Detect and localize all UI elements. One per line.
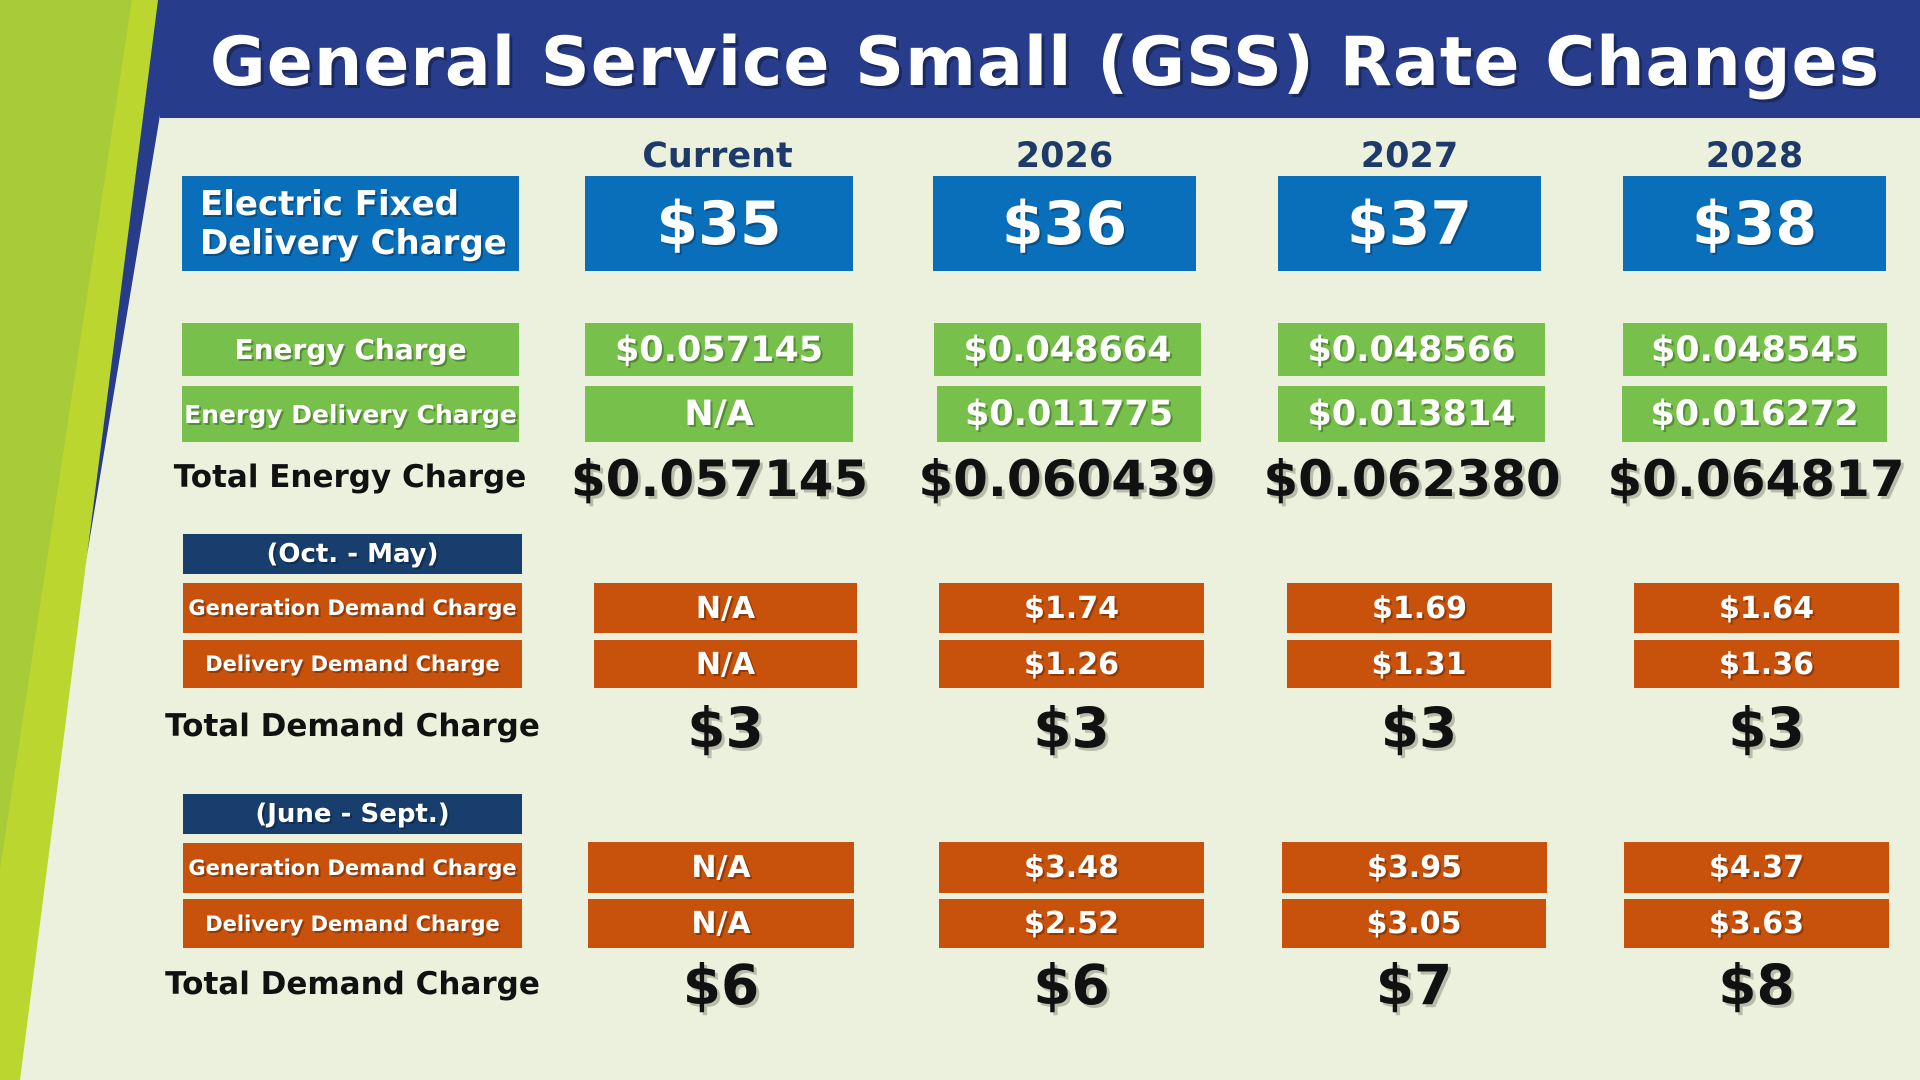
column-header-2028: 2028 [1705,136,1804,176]
fixed-delivery-value-current: $35 [585,176,853,271]
energy-charge-label: Energy Charge [182,323,519,376]
summer-total-demand-label: Total Demand Charge [165,966,540,1002]
energy-delivery-2026: $0.011775 [937,386,1201,442]
winter-delivery-demand-label: Delivery Demand Charge [183,640,522,688]
total-energy-2027: $0.062380 [1263,450,1561,508]
winter-total-current: $3 [687,696,764,760]
winter-generation-2028: $1.64 [1634,583,1899,633]
energy-charge-2026: $0.048664 [934,323,1201,376]
energy-delivery-2027: $0.013814 [1278,386,1545,442]
summer-total-2027: $7 [1375,953,1453,1017]
energy-delivery-2028: $0.016272 [1622,386,1887,442]
summer-delivery-demand-label: Delivery Demand Charge [183,899,522,948]
winter-generation-2026: $1.74 [939,583,1204,633]
total-energy-2028: $0.064817 [1607,450,1905,508]
energy-charge-2027: $0.048566 [1278,323,1545,376]
winter-total-2027: $3 [1380,696,1458,760]
summer-delivery-2027: $3.05 [1282,899,1546,948]
summer-generation-current: N/A [588,842,854,893]
summer-generation-2028: $4.37 [1624,842,1889,893]
winter-total-2026: $3 [1033,696,1110,760]
summer-delivery-2028: $3.63 [1624,899,1889,948]
energy-charge-current: $0.057145 [585,323,853,376]
total-energy-current: $0.057145 [570,450,869,508]
fixed-delivery-value-2026: $36 [933,176,1196,271]
winter-total-2028: $3 [1728,696,1805,760]
summer-delivery-current: N/A [588,899,854,948]
winter-delivery-2028: $1.36 [1634,640,1899,688]
winter-delivery-2027: $1.31 [1287,640,1551,688]
winter-season-label: (Oct. - May) [183,534,522,574]
fixed-delivery-value-2028: $38 [1623,176,1886,271]
total-energy-2026: $0.060439 [918,450,1216,508]
summer-season-label: (June - Sept.) [183,794,522,834]
column-header-2027: 2027 [1360,136,1459,176]
title-banner [0,0,1920,118]
energy-delivery-current: N/A [585,386,853,442]
winter-generation-current: N/A [594,583,857,633]
summer-total-2026: $6 [1033,953,1110,1017]
page-title: General Service Small (GSS) Rate Changes [209,22,1881,102]
winter-generation-demand-label: Generation Demand Charge [183,583,522,633]
total-energy-charge-label: Total Energy Charge [173,459,527,495]
column-header-current: Current [642,136,793,176]
column-header-2026: 2026 [1015,136,1114,176]
winter-generation-2027: $1.69 [1287,583,1552,633]
fixed-delivery-charge-label: Electric Fixed Delivery Charge [182,176,519,271]
summer-generation-2027: $3.95 [1282,842,1547,893]
energy-charge-2028: $0.048545 [1623,323,1887,376]
summer-delivery-2026: $2.52 [939,899,1204,948]
winter-total-demand-label: Total Demand Charge [165,708,540,744]
summer-generation-2026: $3.48 [939,842,1204,893]
winter-delivery-2026: $1.26 [939,640,1204,688]
lime-stripe-shade [0,0,132,870]
winter-delivery-current: N/A [594,640,857,688]
summer-generation-demand-label: Generation Demand Charge [183,843,522,893]
energy-delivery-charge-label: Energy Delivery Charge [182,386,519,442]
fixed-delivery-value-2027: $37 [1278,176,1541,271]
summer-total-current: $6 [682,953,760,1017]
summer-total-2028: $8 [1718,953,1795,1017]
